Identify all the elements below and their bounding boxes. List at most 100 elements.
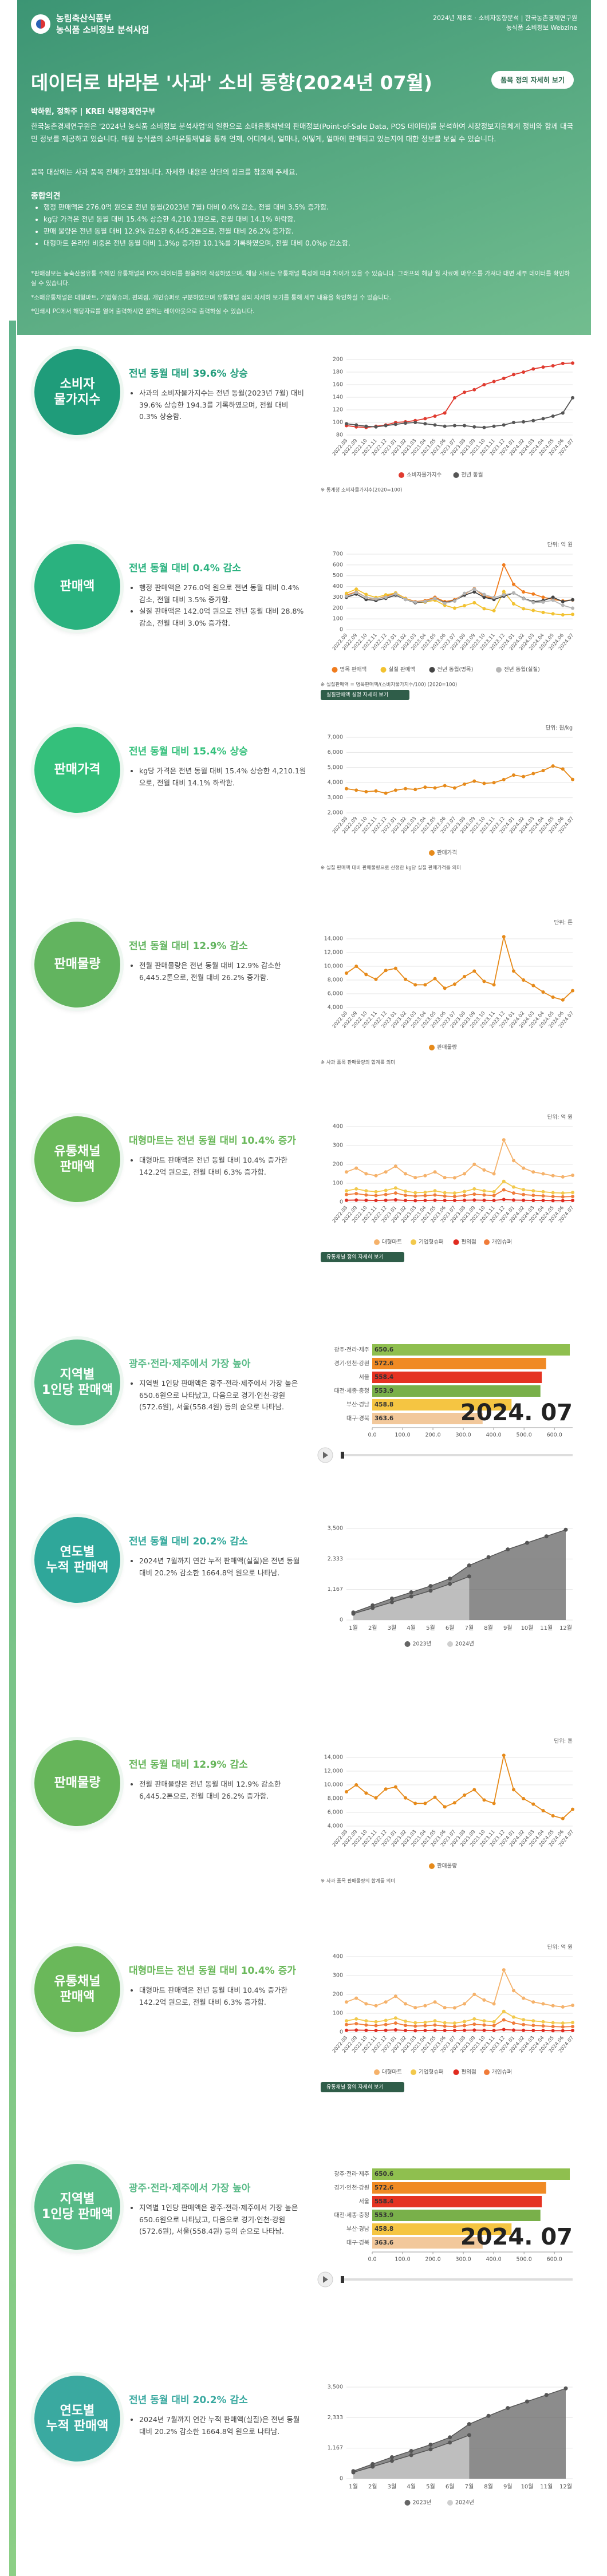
date-label: 2024. 07 — [460, 2224, 573, 2250]
bar — [372, 1358, 546, 1369]
data-point — [374, 425, 378, 429]
section: 판매물량 전년 동월 대비 12.9% 감소전월 판매물량은 전년 동월 대비 1… — [0, 916, 607, 1093]
y-tick-label: 600 — [333, 562, 343, 568]
data-point — [463, 591, 467, 595]
data-point — [525, 1540, 530, 1545]
play-button[interactable] — [317, 2271, 333, 2287]
data-point — [571, 1199, 574, 1203]
side-stripe — [9, 321, 16, 2576]
y-tick-label: 100 — [333, 1180, 343, 1187]
data-point — [354, 2017, 358, 2021]
y-tick-label: 6,000 — [328, 991, 343, 997]
section-heading: 전년 동월 대비 15.4% 상승 — [129, 746, 248, 757]
data-point — [531, 1170, 535, 1174]
data-point — [374, 1199, 378, 1203]
data-point — [511, 969, 515, 973]
data-point — [404, 787, 408, 791]
data-point — [433, 2019, 437, 2023]
data-point — [443, 411, 447, 415]
bar-category: 대전·세종·충청 — [334, 2212, 369, 2219]
legend-swatch — [404, 1641, 411, 1647]
chart-box: 단위: 톤 4,000 6,000 8,000 10,000 12,000 14,000 20… — [315, 1735, 578, 1909]
chart-button[interactable]: 유통채널 정의 자세히 보기 — [321, 1252, 404, 1262]
data-point — [531, 418, 535, 422]
data-point — [404, 1796, 408, 1800]
data-point — [472, 2028, 476, 2032]
chart-box: 단위: 억 원 0 100 200 300 400 2022.08 2022.09 2022.1… — [315, 1111, 578, 1285]
y-tick-label: 5,000 — [328, 764, 343, 771]
data-point — [413, 421, 417, 424]
badge-line: 누적 판매액 — [46, 2419, 109, 2433]
data-point — [511, 582, 515, 586]
data-point — [522, 978, 526, 982]
data-point — [393, 1198, 397, 1202]
y-tick-label: 200 — [333, 1992, 343, 1998]
data-point — [541, 1199, 545, 1203]
data-point — [522, 1166, 526, 1170]
data-point — [522, 1797, 526, 1800]
legend-label: 판매가격 — [437, 850, 457, 856]
chart-box: 단위: 억 원 0 100 200 300 400 500 600 700 2022.08 2022… — [315, 538, 578, 712]
legend-swatch — [429, 850, 435, 856]
data-point — [472, 1788, 476, 1792]
data-point — [561, 2021, 565, 2025]
data-point — [413, 1176, 417, 1180]
legend-label: 2023년 — [413, 2500, 432, 2506]
definition-button[interactable]: 품목 정의 자세히 보기 — [491, 71, 574, 89]
y-tick-label: 120 — [333, 407, 343, 413]
data-point — [551, 2029, 555, 2033]
data-point — [433, 1193, 437, 1197]
data-point — [531, 1199, 535, 1203]
x-tick-label: 7월 — [465, 1625, 474, 1631]
data-point — [522, 1192, 526, 1196]
section: 판매물량 전년 동월 대비 12.9% 감소전월 판매물량은 전년 동월 대비 1… — [0, 1735, 607, 1912]
data-point — [502, 1198, 506, 1202]
section-text: 전년 동월 대비 20.2% 감소 2024년 7월까지 연간 누적 판매액(실질… — [129, 2392, 306, 2437]
bullet-list: 전월 판매물량은 전년 동월 대비 12.9% 감소한 6,445.2톤으로, … — [129, 960, 306, 983]
data-point — [463, 390, 467, 394]
data-point — [423, 2024, 427, 2028]
y-tick-label: 8,000 — [328, 977, 343, 983]
slider-knob[interactable] — [341, 1452, 344, 1459]
data-point — [561, 1195, 565, 1199]
data-point — [541, 1194, 545, 1198]
y-tick-label: 80 — [336, 432, 343, 438]
data-point — [463, 2020, 467, 2024]
data-point — [571, 1191, 574, 1195]
data-point — [551, 764, 555, 768]
y-tick-label: 140 — [333, 394, 343, 401]
x-tick-label: 11월 — [540, 1625, 553, 1631]
x-tick-label: 7월 — [465, 2483, 474, 2490]
data-point — [423, 599, 427, 603]
data-point — [467, 1563, 471, 1568]
data-point — [571, 361, 574, 365]
chart-note: ※ 통계청 소비자물가지수(2020=100) — [321, 487, 402, 493]
chart-button[interactable]: 실질판매액 설명 자세히 보기 — [321, 690, 409, 700]
legend-swatch — [374, 2069, 380, 2075]
data-point — [551, 595, 555, 599]
chart-button[interactable]: 유통채널 정의 자세히 보기 — [321, 2082, 404, 2092]
data-point — [482, 1168, 486, 1172]
legend-swatch — [453, 472, 459, 478]
series-line — [346, 765, 573, 794]
slider-knob[interactable] — [341, 2276, 344, 2283]
y-tick-label: 6,000 — [328, 749, 343, 756]
data-point — [452, 1191, 456, 1195]
chart: 단위: 억 원01002003004002022.082022.092022.1… — [321, 1944, 575, 2092]
bullet-list: 사과의 소비자물가지수는 전년 동월(2023년 7월) 대비 39.6% 상승… — [129, 388, 306, 423]
bar-category: 서울 — [359, 2198, 369, 2205]
play-button[interactable] — [317, 1447, 333, 1463]
data-point — [486, 1555, 491, 1559]
data-point — [561, 767, 565, 771]
data-point — [433, 1198, 437, 1202]
y-tick-label: 160 — [333, 382, 343, 388]
data-point — [531, 592, 535, 596]
button-bg — [321, 1252, 404, 1262]
x-tick-label: 9월 — [503, 2483, 513, 2490]
bullet: 전월 판매물량은 전년 동월 대비 12.9% 감소한 6,445.2톤으로, … — [139, 960, 306, 983]
data-point — [541, 417, 545, 421]
data-point — [463, 782, 467, 786]
chart-note: ※ 실질판매액 = 명목판매액/(소비자물가지수/100) (2020=100) — [321, 682, 457, 688]
data-point — [374, 1174, 378, 1178]
data-point — [423, 1190, 427, 1194]
